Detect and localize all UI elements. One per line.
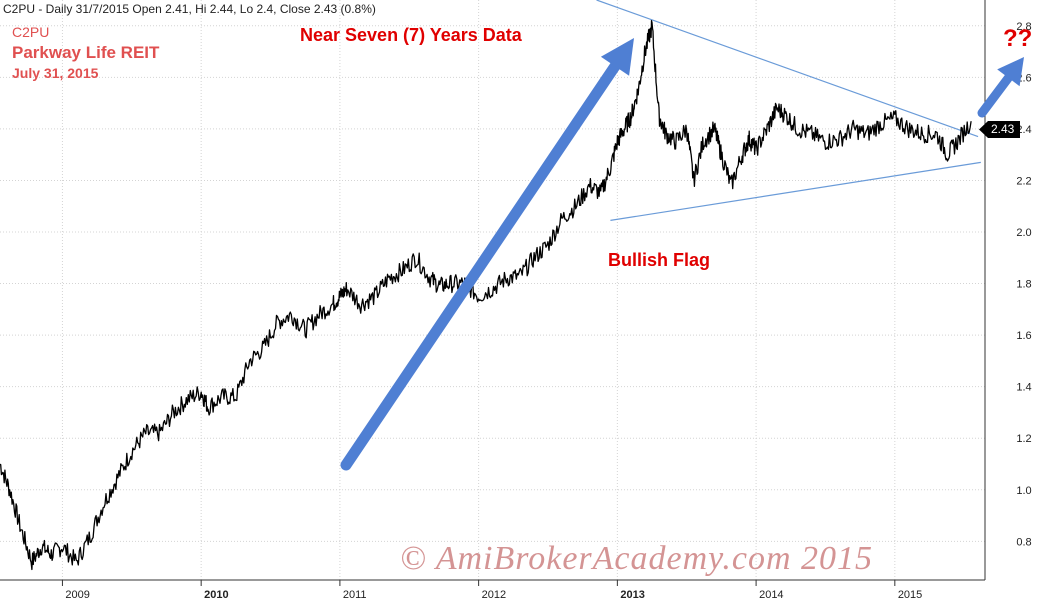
lower-trendline — [610, 161, 981, 221]
x-tick-label: 2009 — [65, 589, 89, 601]
y-tick-label: 2.8 — [1016, 21, 1031, 33]
x-tick-label: 2010 — [204, 589, 228, 601]
y-tick-label: 1.4 — [1016, 382, 1031, 394]
ticker-symbol: C2PU — [12, 24, 50, 40]
seven-years-annotation: Near Seven (7) Years Data — [300, 25, 522, 45]
rally-arrow-head — [600, 38, 634, 76]
chart-header: C2PU - Daily 31/7/2015 Open 2.41, Hi 2.4… — [3, 2, 376, 16]
gridlines — [0, 0, 985, 580]
y-tick-label: 0.8 — [1016, 536, 1031, 548]
price-line — [0, 20, 972, 571]
y-tick-label: 1.8 — [1016, 279, 1031, 291]
company-name: Parkway Life REIT — [12, 43, 160, 62]
y-tick-label: 2.0 — [1016, 227, 1031, 239]
x-tick-label: 2015 — [898, 589, 922, 601]
breakout-arrow-shaft — [977, 73, 1013, 118]
y-tick-label: 1.2 — [1016, 433, 1031, 445]
rally-arrow — [340, 38, 634, 471]
breakout-arrow-head — [997, 57, 1024, 87]
question-annotation: ?? — [1003, 25, 1033, 52]
y-tick-label: 1.0 — [1016, 485, 1031, 497]
price-series — [0, 20, 972, 571]
x-tick-label: 2013 — [620, 589, 644, 601]
y-tick-label: 1.6 — [1016, 330, 1031, 342]
bullish-flag-annotation: Bullish Flag — [608, 250, 711, 270]
chart-date: July 31, 2015 — [12, 65, 99, 81]
y-tick-label: 2.2 — [1016, 175, 1031, 187]
breakout-arrow — [977, 57, 1024, 118]
upper-trendline — [596, 0, 979, 138]
annotation-arrows — [340, 38, 1024, 471]
x-tick-label: 2014 — [759, 589, 783, 601]
watermark: © AmiBrokerAcademy.com 2015 — [400, 540, 874, 577]
trend-overlays — [596, 0, 981, 221]
rally-arrow-shaft — [340, 60, 621, 471]
x-tick-label: 2011 — [343, 589, 367, 601]
last-price-badge: 2.43 — [979, 121, 1021, 138]
x-tick-label: 2012 — [482, 589, 506, 601]
